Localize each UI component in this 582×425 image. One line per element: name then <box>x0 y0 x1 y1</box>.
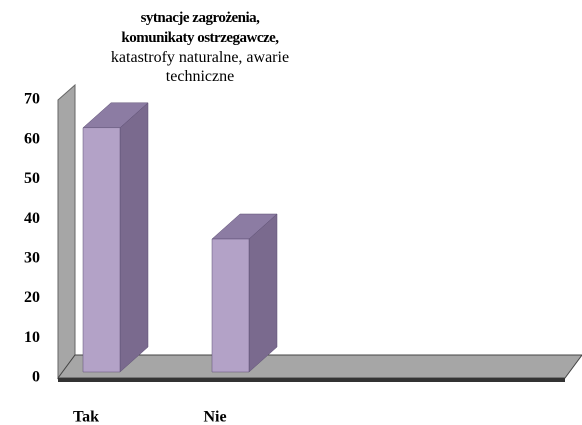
y-tick-label: 30 <box>24 250 40 267</box>
y-tick-label: 50 <box>24 170 40 187</box>
bar-front <box>82 127 121 373</box>
y-tick-label: 70 <box>24 91 40 108</box>
title-box: sytnacje zagrożenia, komunikaty ostrzega… <box>110 8 290 86</box>
y-tick-label: 10 <box>24 329 40 346</box>
bar-side <box>248 213 278 373</box>
y-tick-label: 0 <box>32 369 40 386</box>
bar-front <box>211 238 250 373</box>
floor-edge <box>58 378 565 382</box>
y-tick-label: 60 <box>24 130 40 147</box>
x-tick-label: Tak <box>73 409 99 425</box>
x-tick-label: Nie <box>203 409 226 425</box>
floor <box>57 354 582 379</box>
back-wall <box>57 83 76 380</box>
chart-title: sytnacje zagrożenia, komunikaty ostrzega… <box>121 10 279 46</box>
y-tick-label: 20 <box>24 289 40 306</box>
chart-subtitle: katastrofy naturalne, awarie techniczne <box>110 49 290 85</box>
bar-side <box>119 102 149 373</box>
bar <box>211 213 278 373</box>
bar <box>82 102 149 373</box>
y-tick-label: 40 <box>24 210 40 227</box>
